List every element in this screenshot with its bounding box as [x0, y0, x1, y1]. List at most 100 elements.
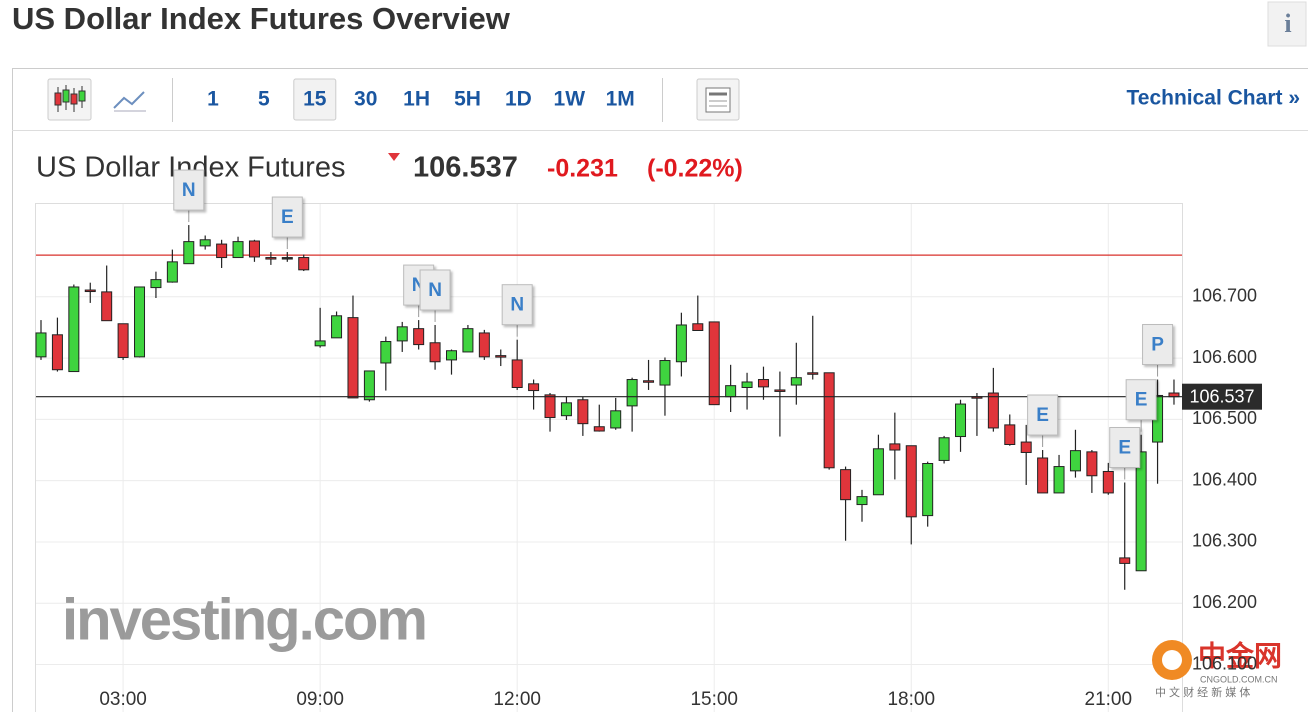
candle-body: [872, 448, 884, 496]
line-type-button[interactable]: [113, 91, 145, 109]
interval-button[interactable]: 30: [354, 88, 377, 111]
event-flag[interactable]: [1109, 427, 1141, 469]
event-flag[interactable]: [1027, 394, 1059, 436]
candle-body: [593, 426, 605, 432]
candle-body: [117, 323, 129, 358]
candle-body: [1086, 451, 1098, 477]
logo-inner: [1162, 650, 1182, 670]
interval-button[interactable]: 5: [258, 88, 270, 111]
interval-selected[interactable]: [293, 78, 337, 121]
candle-body: [216, 243, 228, 259]
candle-body: [757, 379, 769, 388]
candle-body: [577, 399, 589, 425]
event-label[interactable]: N: [182, 180, 196, 201]
logo-url: CNGOLD.COM.CN: [1200, 674, 1278, 684]
event-flag[interactable]: [501, 284, 533, 326]
candle-body: [938, 437, 950, 461]
candle-body: [446, 350, 457, 361]
event-flag[interactable]: [271, 196, 303, 238]
candle-body: [51, 334, 63, 371]
candle-body: [560, 402, 572, 417]
event-flag[interactable]: [1142, 324, 1174, 366]
layout-button[interactable]: [696, 78, 740, 121]
down-arrow: [388, 153, 400, 161]
plot-frame: [35, 203, 1183, 712]
interval-button[interactable]: 5H: [454, 88, 481, 111]
event-flag[interactable]: [173, 169, 205, 211]
candle-body: [905, 445, 917, 518]
candle-body: [380, 341, 392, 364]
candle-body: [692, 323, 704, 331]
candle-body: [708, 321, 720, 406]
page-title: US Dollar Index Futures Overview: [12, 1, 511, 36]
candle-body: [511, 359, 523, 388]
y-tick-label: 106.300: [1192, 531, 1257, 551]
interval-group: 1 5 15 30 1H 5H 1D 1W 1M: [207, 78, 635, 121]
event-label[interactable]: E: [1135, 390, 1148, 411]
candle-body: [396, 326, 408, 342]
interval-button[interactable]: 1: [207, 88, 219, 111]
interval-button[interactable]: 1D: [505, 88, 532, 111]
y-tick-label: 106.200: [1192, 592, 1257, 612]
candle-type-button[interactable]: [47, 78, 92, 121]
candle-body: [626, 379, 638, 407]
candle-body: [790, 377, 802, 386]
event-label[interactable]: E: [281, 207, 294, 228]
candle-body: [1037, 457, 1049, 494]
candle-body: [265, 257, 277, 260]
change-percent: (-0.22%): [647, 155, 743, 183]
candle-body: [413, 328, 425, 346]
interval-button[interactable]: 1H: [403, 88, 430, 111]
candle-body: [134, 286, 146, 358]
watermark-investing: investing.com: [62, 587, 426, 652]
candle-body: [462, 328, 474, 353]
candle-body: [1135, 451, 1147, 572]
event-label[interactable]: N: [510, 295, 524, 316]
y-tick-label: 106.600: [1192, 347, 1257, 367]
candle-body: [610, 410, 622, 429]
event-label[interactable]: P: [1151, 335, 1164, 356]
info-icon[interactable]: i: [1284, 9, 1291, 38]
x-tick-label: 03:00: [99, 689, 147, 710]
event-label[interactable]: E: [1036, 405, 1049, 426]
candle-body: [922, 463, 934, 517]
technical-chart-link[interactable]: Technical Chart »: [1127, 87, 1301, 110]
candle-body: [1020, 441, 1032, 453]
candle-body: [659, 360, 671, 386]
interval-button[interactable]: 1M: [606, 88, 635, 111]
interval-button[interactable]: 15: [303, 88, 327, 111]
candle-body: [741, 381, 753, 388]
candle-body: [199, 239, 211, 247]
candle-body: [429, 342, 441, 363]
event-flag[interactable]: [419, 269, 451, 311]
icon-body: [54, 92, 62, 106]
candle-body: [84, 289, 96, 293]
y-tick-label: 106.100: [1192, 653, 1257, 673]
event-flag[interactable]: [1125, 379, 1157, 421]
candle-body: [232, 241, 244, 259]
last-price-box: [1182, 383, 1262, 410]
candle-body: [1053, 466, 1065, 494]
interval-button[interactable]: 1W: [554, 88, 586, 111]
event-label[interactable]: E: [1118, 438, 1131, 459]
last-price-label: 106.537: [1189, 386, 1254, 406]
candle-body: [889, 443, 901, 451]
panel: [12, 68, 1308, 712]
logo-tagline: 中 文 财 经 新 媒 体: [1155, 685, 1250, 699]
icon-body: [70, 93, 78, 105]
x-tick-label: 15:00: [690, 689, 738, 710]
candle-body: [987, 392, 999, 429]
candle-body: [955, 403, 967, 438]
info-button[interactable]: [1267, 1, 1307, 47]
candle-body: [643, 380, 655, 383]
cngold-logo: 中金网 CNGOLD.COM.CN 中 文 财 经 新 媒 体: [1152, 639, 1282, 699]
candle-body: [314, 340, 326, 347]
candle-body: [823, 372, 835, 469]
candle-body: [1102, 470, 1114, 494]
layout-icon: [705, 87, 731, 113]
event-label[interactable]: N: [428, 280, 442, 301]
candle-body: [347, 317, 359, 399]
